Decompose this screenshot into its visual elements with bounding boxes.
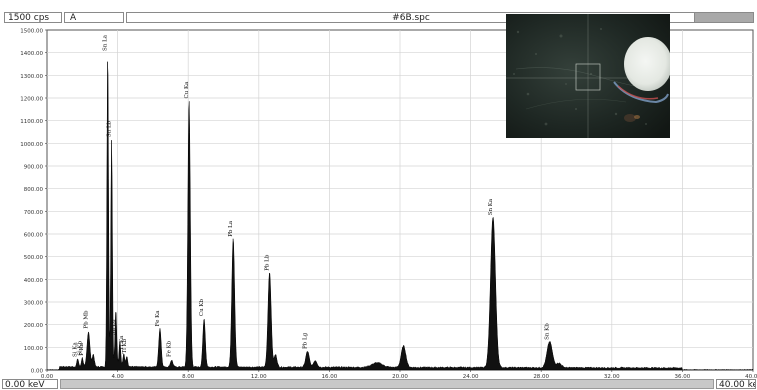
x-tick-label: 36.00 <box>675 374 691 378</box>
y-tick-label: 1500.00 <box>20 29 43 35</box>
x-tick-label: 0.00 <box>41 374 54 378</box>
peak-label: Sn Ka <box>488 198 494 215</box>
x-tick-label: 24.00 <box>463 374 479 378</box>
y-tick-label: 400.00 <box>24 278 44 284</box>
x-max-field[interactable]: 40.00 keV <box>716 379 756 389</box>
y-tick-label: 1200.00 <box>20 97 43 103</box>
peak-label: Fe Ka <box>155 310 161 327</box>
x-tick-label: 32.00 <box>604 374 620 378</box>
peak-label: Si Kb <box>77 340 83 355</box>
x-tick-label: 40.00 <box>745 374 757 378</box>
cps-scale-field[interactable]: 1500 cps <box>4 12 62 23</box>
y-tick-label: 1100.00 <box>20 119 43 125</box>
peak-label: Sn Kb <box>545 323 551 340</box>
x-min-field[interactable]: 0.00 keV <box>2 379 58 390</box>
x-tick-label: 28.00 <box>533 374 549 378</box>
x-scrollbar[interactable] <box>60 379 714 389</box>
x-tick-label: 20.00 <box>392 374 408 378</box>
y-tick-label: 500.00 <box>24 255 44 261</box>
y-tick-label: 600.00 <box>24 233 44 239</box>
peak-label: Pb Lg <box>303 332 309 349</box>
toolbar: 1500 cps A #6B.spc <box>0 0 757 24</box>
x-tick-label: 4.00 <box>111 374 124 378</box>
peak-label: Si Ka <box>73 342 79 357</box>
x-range-bar: 0.00 keV 40.00 keV <box>0 378 757 390</box>
x-tick-label: 12.00 <box>251 374 267 378</box>
sample-micrograph <box>506 14 670 138</box>
peak-label: Pb La <box>228 220 234 237</box>
mode-field[interactable]: A <box>64 12 124 23</box>
y-tick-label: 300.00 <box>24 301 44 307</box>
y-tick-label: 900.00 <box>24 165 44 171</box>
peak-label: Pb Mb <box>83 310 89 329</box>
toolbar-scroll-block <box>694 12 754 23</box>
y-tick-label: 800.00 <box>24 187 44 193</box>
y-tick-label: 200.00 <box>24 323 44 329</box>
x-tick-label: 8.00 <box>182 374 195 378</box>
y-tick-label: 0.00 <box>31 369 44 375</box>
peak-label: Sn Lg <box>111 319 117 336</box>
y-tick-label: 1000.00 <box>20 142 43 148</box>
peak-label: Fe Kb <box>167 340 173 357</box>
peak-label: Ti Kb <box>122 338 128 353</box>
peak-label: Pb Lb <box>265 254 271 271</box>
x-tick-label: 16.00 <box>322 374 338 378</box>
peak-label: Cu Kb <box>199 299 205 317</box>
y-tick-label: 100.00 <box>24 346 44 352</box>
peak-label: Cu Ka <box>184 81 190 99</box>
peak-label: Sn La <box>103 34 109 51</box>
peak-label: P Ka <box>79 342 85 356</box>
peak-label: Ti Ka <box>119 335 125 350</box>
y-tick-label: 700.00 <box>24 210 44 216</box>
spectrum-trace <box>46 61 754 371</box>
peak-label: Sn Lb <box>107 120 113 137</box>
y-tick-label: 1400.00 <box>20 51 43 57</box>
y-tick-label: 1300.00 <box>20 74 43 80</box>
